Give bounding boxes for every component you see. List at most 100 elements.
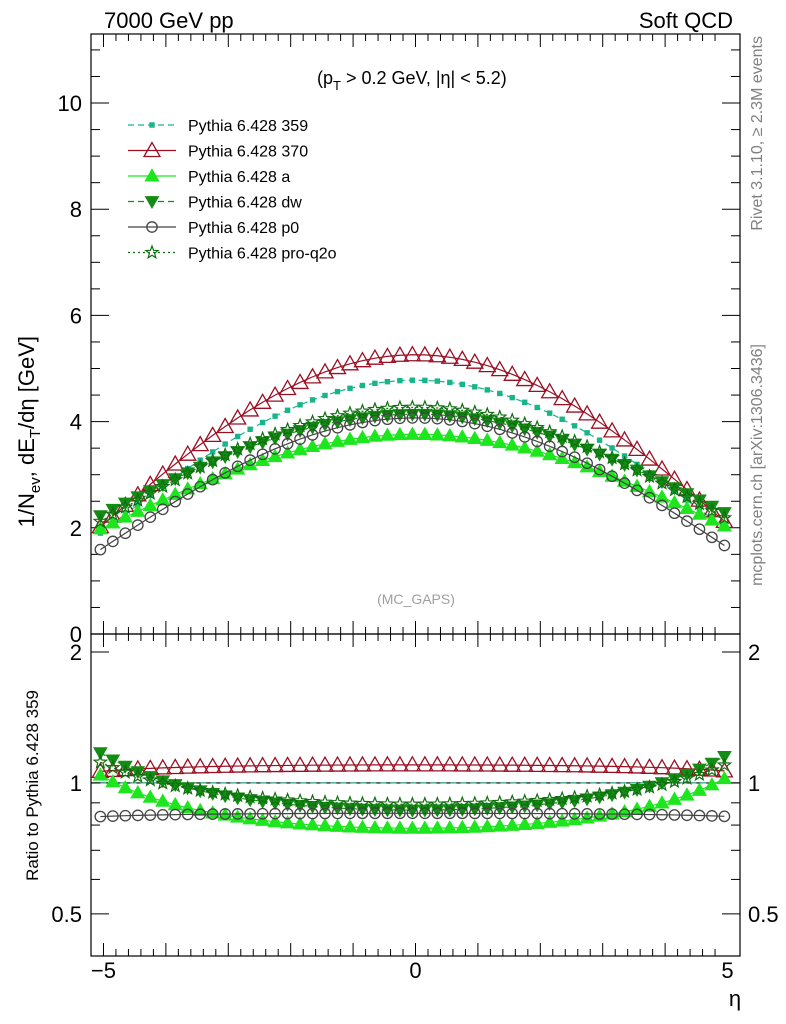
data-point-pythia_359 — [459, 381, 466, 388]
data-point-pythia_proq2o — [329, 407, 346, 423]
ratio-point-pythia_370 — [303, 755, 322, 772]
data-point-pythia_359 — [546, 410, 553, 416]
data-point-pythia_p0 — [718, 539, 731, 552]
ratio-point-pythia_p0 — [206, 808, 219, 820]
legend-label: Pythia 6.428 370 — [188, 144, 308, 161]
data-point-pythia_a — [404, 426, 420, 440]
data-point-pythia_p0 — [493, 423, 506, 436]
ratio-point-pythia_proq2o — [491, 794, 508, 810]
series-line-pythia_proq2o — [100, 406, 725, 522]
legend-item-pythia_359: Pythia 6.428 359 — [128, 118, 308, 135]
ratio-point-pythia_proq2o — [217, 785, 233, 801]
data-point-pythia_p0 — [681, 515, 693, 527]
data-point-pythia_p0 — [256, 448, 269, 461]
ratio-point-pythia_p0 — [406, 807, 419, 820]
data-point-pythia_a — [105, 515, 121, 529]
ratio-point-pythia_p0 — [631, 808, 643, 821]
data-point-pythia_370 — [378, 347, 397, 364]
data-point-pythia_370 — [465, 352, 484, 369]
ratio-point-pythia_p0 — [106, 810, 119, 822]
mcplots-label: mcplots.cern.ch [arXiv:1306.3436] — [749, 344, 766, 586]
data-point-pythia_370 — [478, 356, 497, 373]
ratio-point-pythia_370 — [365, 755, 385, 772]
data-point-pythia_proq2o — [229, 441, 246, 456]
ratio-point-pythia_370 — [403, 755, 422, 772]
cut-label: (pT > 0.2 GeV, |η| < 5.2) — [317, 68, 507, 93]
data-point-pythia_proq2o — [379, 400, 396, 416]
data-point-pythia_359 — [347, 385, 353, 391]
data-point-pythia_370 — [602, 421, 622, 438]
ratio-point-pythia_proq2o — [554, 790, 570, 806]
data-point-pythia_359 — [322, 392, 328, 399]
ratio-point-pythia_p0 — [169, 808, 182, 821]
ratio-point-pythia_p0 — [231, 808, 244, 820]
x-tick-label: 5 — [721, 958, 733, 983]
ratio-point-pythia_370 — [378, 755, 397, 772]
data-point-pythia_370 — [191, 435, 210, 452]
data-point-pythia_359 — [596, 437, 603, 443]
ratio-point-pythia_a — [479, 818, 495, 833]
ratio-point-pythia_a — [666, 791, 683, 805]
ratio-point-pythia_p0 — [331, 807, 344, 820]
ratio-point-pythia_p0 — [518, 807, 531, 820]
data-point-pythia_370 — [490, 360, 509, 377]
data-point-pythia_p0 — [281, 437, 294, 450]
data-point-pythia_proq2o — [204, 452, 221, 468]
ratio-point-pythia_p0 — [306, 807, 319, 820]
legend-label: Pythia 6.428 359 — [188, 118, 308, 135]
data-point-pythia_proq2o — [142, 485, 159, 500]
ratio-point-pythia_370 — [453, 755, 472, 772]
data-point-pythia_proq2o — [616, 455, 633, 471]
rivet-label: Rivet 3.1.10, ≥ 2.3M events — [749, 36, 766, 231]
ratio-point-pythia_p0 — [443, 807, 456, 820]
ratio-point-pythia_proq2o — [429, 795, 446, 811]
data-point-pythia_370 — [178, 444, 197, 461]
ratio-point-pythia_p0 — [618, 808, 631, 821]
x-tick-label: 0 — [409, 958, 421, 983]
data-point-pythia_359 — [534, 404, 540, 411]
data-point-pythia_a — [579, 459, 595, 473]
ratio-point-pythia_proq2o — [604, 785, 620, 800]
data-point-pythia_370 — [565, 396, 584, 413]
data-point-pythia_proq2o — [417, 399, 433, 415]
data-point-pythia_359 — [209, 449, 216, 455]
ratio-point-pythia_a — [517, 816, 533, 830]
data-point-pythia_370 — [203, 426, 222, 443]
data-point-pythia_proq2o — [679, 488, 695, 504]
ratio-point-pythia_proq2o — [417, 796, 433, 811]
data-point-pythia_359 — [372, 380, 378, 387]
data-point-pythia_p0 — [543, 440, 556, 453]
data-point-pythia_p0 — [456, 415, 469, 428]
data-point-pythia_a — [317, 435, 333, 450]
data-point-pythia_a — [492, 434, 508, 449]
series-pythia_370 — [91, 345, 734, 534]
ratio-point-pythia_p0 — [468, 807, 481, 820]
data-point-pythia_proq2o — [192, 458, 209, 474]
legend-marker-pythia_p0 — [146, 221, 158, 233]
svg-text:1/Nev, dET/dη [GeV]: 1/Nev, dET/dη [GeV] — [14, 336, 44, 527]
ratio-point-pythia_a — [205, 805, 221, 819]
main-y-tick-label: 8 — [70, 197, 82, 222]
ratio-point-pythia_p0 — [131, 809, 144, 822]
ratio-point-pythia_p0 — [543, 807, 556, 820]
data-point-pythia_p0 — [693, 523, 706, 536]
ratio-point-pythia_proq2o — [516, 793, 533, 808]
ratio-point-pythia_proq2o — [716, 756, 733, 772]
ratio-point-pythia_proq2o — [304, 793, 321, 809]
main-series-group — [91, 345, 734, 556]
data-point-pythia_a — [130, 503, 146, 517]
data-point-pythia_p0 — [119, 527, 132, 540]
data-point-pythia_359 — [422, 377, 428, 384]
ratio-point-pythia_proq2o — [579, 788, 595, 803]
ratio-point-pythia_proq2o — [154, 774, 171, 790]
data-point-pythia_a — [429, 427, 445, 441]
data-point-pythia_p0 — [506, 427, 519, 439]
ratio-point-pythia_proq2o — [204, 784, 221, 800]
data-point-pythia_p0 — [131, 519, 144, 531]
data-point-pythia_dw — [105, 503, 121, 517]
ratio-point-pythia_proq2o — [105, 759, 121, 775]
data-point-pythia_proq2o — [392, 399, 408, 415]
data-point-pythia_a — [679, 500, 695, 514]
ratio-series-pythia_a — [92, 767, 733, 834]
ratio-point-pythia_proq2o — [629, 781, 645, 797]
